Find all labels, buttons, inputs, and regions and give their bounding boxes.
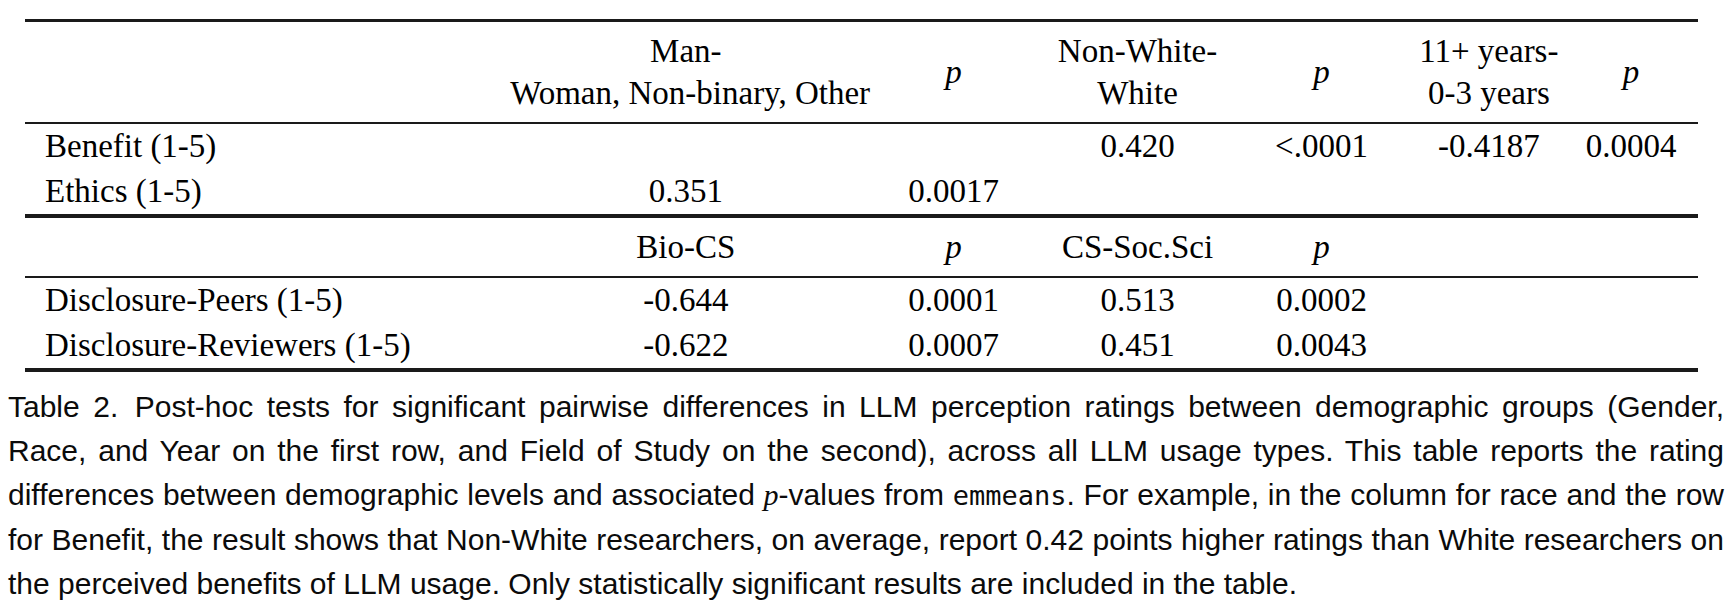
cell-value: 0.451 bbox=[1046, 323, 1230, 370]
contrast-header-line: Non-White- bbox=[1046, 30, 1230, 72]
cell-value: 0.0007 bbox=[862, 323, 1046, 370]
column-header-demographics-4: 11+ years-0-3 years bbox=[1414, 21, 1565, 124]
paper-table-figure: Man-Woman, Non-binary, OtherpNon-White-W… bbox=[0, 19, 1731, 606]
column-header-field-of-study-4 bbox=[1414, 216, 1565, 277]
column-header-demographics-0: Man-Woman, Non-binary, Other bbox=[510, 21, 861, 124]
p-value-header: p bbox=[862, 51, 1046, 93]
table-caption: Table 2.Post-hoc tests for significant p… bbox=[0, 385, 1731, 606]
contrast-header-line: Woman, Non-binary, Other bbox=[510, 72, 861, 114]
contrast-header-line: White bbox=[1046, 72, 1230, 114]
p-value-header: p bbox=[1230, 51, 1414, 93]
row-label: Disclosure-Reviewers (1-5) bbox=[25, 323, 510, 370]
cell-value: -0.622 bbox=[510, 323, 861, 370]
column-header-demographics-1: p bbox=[862, 21, 1046, 124]
column-header-field-of-study-1: p bbox=[862, 216, 1046, 277]
caption-italic-p: p bbox=[764, 478, 779, 511]
header-row-field-of-study: Bio-CSpCS-Soc.Scip bbox=[25, 216, 1698, 277]
cell-value bbox=[1046, 169, 1230, 216]
caption-text: -values from bbox=[779, 478, 953, 511]
p-value-header: p bbox=[862, 226, 1046, 268]
p-value-header: p bbox=[1230, 226, 1414, 268]
header-stub bbox=[25, 216, 510, 277]
row-label: Disclosure-Peers (1-5) bbox=[25, 277, 510, 323]
cell-value: 0.0004 bbox=[1564, 123, 1698, 169]
column-header-demographics-3: p bbox=[1230, 21, 1414, 124]
header-row-demographics: Man-Woman, Non-binary, OtherpNon-White-W… bbox=[25, 21, 1698, 124]
p-value-header: p bbox=[1564, 51, 1698, 93]
table-section-field-of-study: Bio-CSpCS-Soc.ScipDisclosure-Peers (1-5)… bbox=[25, 216, 1698, 370]
column-header-field-of-study-3: p bbox=[1230, 216, 1414, 277]
table-row: Benefit (1-5) 0.420<.0001-0.41870.0004 bbox=[25, 123, 1698, 169]
cell-value bbox=[1564, 169, 1698, 216]
cell-value bbox=[1564, 323, 1698, 370]
cell-value: 0.420 bbox=[1046, 123, 1230, 169]
cell-value bbox=[1414, 169, 1565, 216]
column-header-field-of-study-0: Bio-CS bbox=[510, 216, 861, 277]
column-header-demographics-5: p bbox=[1564, 21, 1698, 124]
contrast-header-line: CS-Soc.Sci bbox=[1046, 226, 1230, 268]
cell-value: -0.644 bbox=[510, 277, 861, 323]
contrast-header-line: Bio-CS bbox=[510, 226, 861, 268]
cell-value bbox=[862, 123, 1046, 169]
column-header-demographics-2: Non-White-White bbox=[1046, 21, 1230, 124]
caption-mono-emmeans: emmeans bbox=[953, 480, 1067, 511]
cell-value bbox=[510, 123, 861, 169]
cell-value: 0.0002 bbox=[1230, 277, 1414, 323]
table-section-demographics: Man-Woman, Non-binary, OtherpNon-White-W… bbox=[25, 21, 1698, 217]
cell-value bbox=[1230, 169, 1414, 216]
contrast-header-line: 11+ years- bbox=[1414, 30, 1565, 72]
table-row: Disclosure-Peers (1-5)-0.6440.00010.5130… bbox=[25, 277, 1698, 323]
table-row: Disclosure-Reviewers (1-5)-0.6220.00070.… bbox=[25, 323, 1698, 370]
table-row: Ethics (1-5)0.3510.0017 bbox=[25, 169, 1698, 216]
header-stub bbox=[25, 21, 510, 124]
cell-value bbox=[1414, 277, 1565, 323]
row-label: Benefit (1-5) bbox=[25, 123, 510, 169]
caption-number: Table 2. bbox=[8, 390, 118, 423]
cell-value: 0.0001 bbox=[862, 277, 1046, 323]
contrast-header-line: Man- bbox=[510, 30, 861, 72]
cell-value: -0.4187 bbox=[1414, 123, 1565, 169]
cell-value: 0.0017 bbox=[862, 169, 1046, 216]
column-header-field-of-study-5 bbox=[1564, 216, 1698, 277]
cell-value bbox=[1414, 323, 1565, 370]
posthoc-results-table: Man-Woman, Non-binary, OtherpNon-White-W… bbox=[25, 19, 1698, 372]
contrast-header-line: 0-3 years bbox=[1414, 72, 1565, 114]
row-label: Ethics (1-5) bbox=[25, 169, 510, 216]
cell-value bbox=[1564, 277, 1698, 323]
cell-value: 0.0043 bbox=[1230, 323, 1414, 370]
cell-value: 0.351 bbox=[510, 169, 861, 216]
cell-value: <.0001 bbox=[1230, 123, 1414, 169]
cell-value: 0.513 bbox=[1046, 277, 1230, 323]
column-header-field-of-study-2: CS-Soc.Sci bbox=[1046, 216, 1230, 277]
